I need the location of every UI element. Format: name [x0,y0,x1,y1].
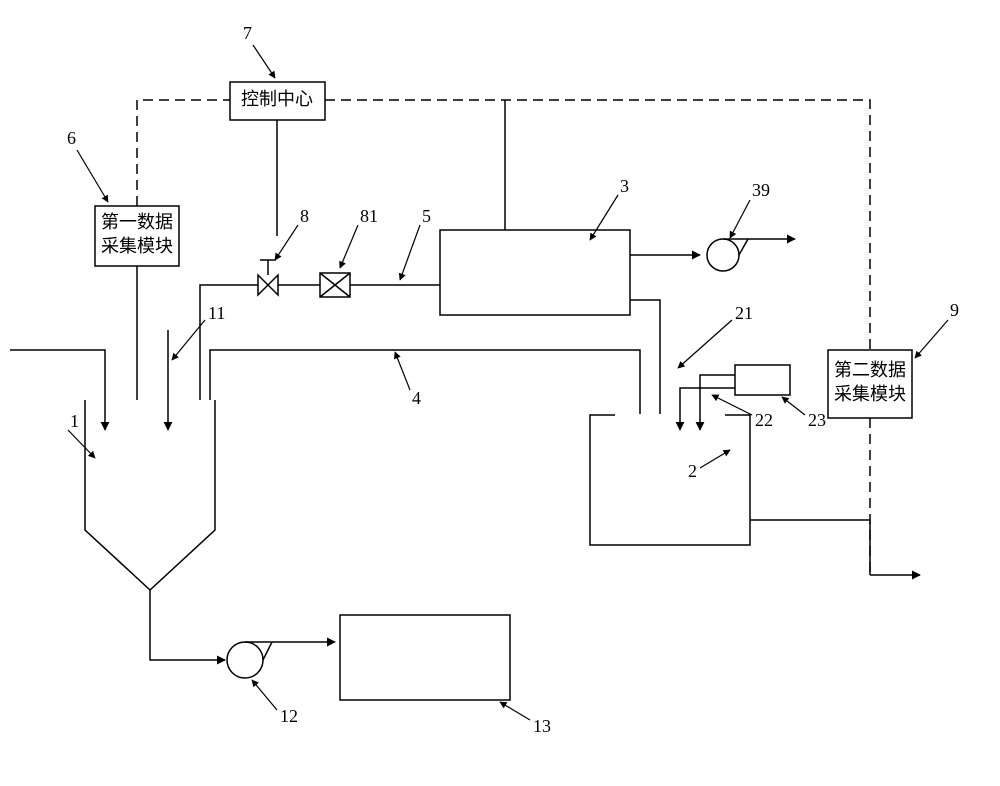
callout-6: 6 [67,128,76,148]
box-13 [340,615,510,700]
tank-2 [590,415,750,545]
leader-39 [730,200,750,238]
box-3 [440,230,630,315]
leader-8 [275,225,298,260]
module1-label-2: 采集模块 [101,236,173,256]
callout-1: 1 [70,411,79,431]
box3-to-tank2-21 [630,300,660,430]
control-line-top [137,100,230,206]
control-center-label: 控制中心 [241,89,313,109]
callout-3: 3 [620,176,629,196]
pump-39 [707,239,748,271]
callout-11: 11 [208,303,225,323]
callout-5: 5 [422,206,431,226]
callout-9: 9 [950,300,959,320]
leader-21 [678,320,732,368]
leader-22 [712,395,752,415]
inlet-left [10,350,105,430]
callout-12: 12 [280,706,298,726]
module2-label-2: 采集模块 [834,384,906,404]
valve-8 [258,260,278,295]
pump-12 [227,642,272,678]
pipe-4 [210,350,640,430]
leader-13 [500,702,530,720]
leader-4 [395,352,410,390]
tank1-out [150,590,225,660]
callout-23: 23 [808,410,826,430]
callout-4: 4 [412,388,421,408]
leader-5 [400,225,420,280]
callout-21: 21 [735,303,753,323]
module2-label-1: 第二数据 [834,360,906,380]
leader-12 [252,680,277,710]
callout-13: 13 [533,716,551,736]
callout-8: 8 [300,206,309,226]
leader-6 [77,150,108,202]
valve-81 [320,273,350,297]
callout-2: 2 [688,461,697,481]
leader-23 [782,397,805,415]
leader-1 [68,430,95,458]
leader-81 [340,225,358,268]
module1-label-1: 第一数据 [101,212,173,232]
leader-9 [915,320,948,358]
diagram-canvas: 控制中心 7 第一数据 采集模块 6 11 1 12 13 [0,0,1000,786]
callout-39: 39 [752,180,770,200]
box-23 [735,365,790,395]
callout-7: 7 [243,23,252,43]
leader-7 [253,45,275,78]
callout-22: 22 [755,410,773,430]
callout-81: 81 [360,206,378,226]
